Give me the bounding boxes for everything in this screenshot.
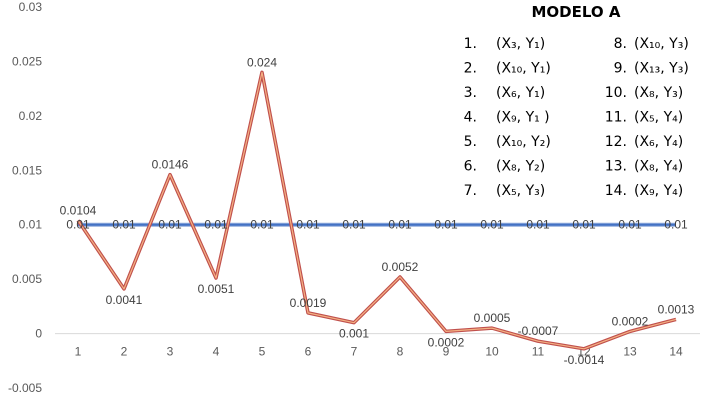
- series-1-data-label: 0.0019: [290, 296, 327, 310]
- series-1-data-label: -0.0014: [564, 353, 605, 367]
- legend-item-number: 14.: [605, 183, 627, 199]
- x-tick-label: 14: [669, 345, 683, 359]
- series-2-data-label: 0.01: [66, 218, 90, 232]
- series-2-data-label: 0.01: [480, 218, 504, 232]
- legend-item-number: 3.: [464, 85, 477, 101]
- legend-item-number: 13.: [605, 159, 627, 175]
- x-tick-label: 4: [213, 345, 220, 359]
- legend-item-label: (X₆, Y₄): [634, 134, 683, 150]
- series-1-data-label: 0.0013: [658, 302, 695, 316]
- y-tick-label: 0.02: [19, 109, 43, 123]
- series-2-data-label: 0.01: [204, 218, 228, 232]
- x-tick-label: 6: [305, 345, 312, 359]
- series-1-data-label: 0.0146: [152, 158, 189, 172]
- legend-item-label: (X₈, Y₂): [496, 159, 545, 175]
- series-1-line-outline: [76, 70, 677, 351]
- x-tick-label: 11: [532, 345, 545, 359]
- legend-item-number: 11.: [605, 110, 627, 126]
- legend-item-label: (X₈, Y₄): [634, 159, 683, 175]
- series-layer: [76, 70, 677, 351]
- legend-item-label: (X₁₃, Y₃): [634, 61, 689, 77]
- x-tick-label: 5: [259, 345, 266, 359]
- legend-title: MODELO A: [532, 3, 621, 21]
- series-2-data-label: 0.01: [296, 218, 320, 232]
- legend-item-label: (X₁₀, Y₃): [634, 36, 689, 52]
- x-tick-label: 1: [75, 345, 82, 359]
- legend-item-number: 5.: [464, 134, 477, 150]
- series-2-data-label: 0.01: [572, 218, 596, 232]
- x-axis: 1 2 3 4 5 6 7 8 9 10 11 12 13 14: [55, 333, 700, 359]
- x-tick-label: 3: [167, 345, 174, 359]
- legend-item-label: (X₈, Y₃): [634, 85, 683, 101]
- series-2-data-label: 0.01: [434, 218, 458, 232]
- y-tick-label: 0: [35, 327, 42, 341]
- legend-item-number: 9.: [614, 61, 627, 77]
- data-labels-layer: 0.01 0.01 0.01 0.01 0.01 0.01 0.01 0.01 0.01 0.01…: [60, 55, 695, 366]
- x-tick-label: 7: [351, 345, 358, 359]
- x-tick-label: 2: [121, 345, 128, 359]
- legend-item-label: (X₅, Y₄): [634, 110, 683, 126]
- y-tick-label: 0.025: [12, 54, 42, 68]
- x-tick-label: 13: [623, 345, 637, 359]
- series-2-data-label: 0.01: [618, 218, 642, 232]
- legend-item-number: 7.: [464, 183, 477, 199]
- series-2-data-label: 0.01: [158, 218, 182, 232]
- y-tick-label: 0.03: [19, 0, 43, 14]
- y-axis-tick-labels: 0.03 0.025 0.02 0.015 0.01 0.005 0 -0.005: [8, 0, 42, 395]
- series-1-data-label: 0.0051: [198, 282, 235, 296]
- legend-item-label: (X₉, Y₁ ): [496, 110, 550, 126]
- series-2-data-label: 0.01: [388, 218, 412, 232]
- legend-item-label: (X₁₀, Y₁): [496, 61, 551, 77]
- series-2-data-label: 0.01: [342, 218, 366, 232]
- series-2-data-label: 0.01: [526, 218, 550, 232]
- y-tick-label: 0.005: [12, 272, 42, 286]
- y-tick-label: 0.01: [19, 218, 43, 232]
- legend-item-number: 6.: [464, 159, 477, 175]
- series-1-data-label: 0.0005: [474, 311, 511, 325]
- legend-item-number: 4.: [464, 110, 477, 126]
- legend-item-number: 12.: [605, 134, 627, 150]
- series-2-data-label: 0.01: [664, 218, 688, 232]
- x-tick-label: 8: [397, 345, 404, 359]
- legend-item-label: (X₆, Y₁): [496, 85, 545, 101]
- x-tick-label: 9: [443, 345, 450, 359]
- series-1-data-label: 0.0052: [382, 260, 419, 274]
- legend-item-label: (X₁₀, Y₂): [496, 134, 551, 150]
- series-1-data-label: 0.0002: [428, 335, 465, 349]
- series-1-data-label: 0.024: [247, 55, 277, 69]
- y-tick-label: 0.015: [12, 163, 42, 177]
- series-1-data-label: 0.0104: [60, 203, 97, 217]
- series-1-data-label: -0.0007: [518, 324, 559, 338]
- series-1-line: [77, 71, 677, 350]
- legend-item-number: 2.: [464, 61, 477, 77]
- series-2-data-label: 0.01: [250, 218, 274, 232]
- legend-item-label: (X₉, Y₄): [634, 183, 683, 199]
- series-1-data-label: 0.0041: [106, 293, 143, 307]
- series-1-data-label: 0.001: [339, 327, 369, 341]
- legend-item-label: (X₅, Y₃): [496, 183, 545, 199]
- legend-item-number: 10.: [605, 85, 627, 101]
- y-tick-label: -0.005: [8, 381, 42, 395]
- legend-item-number: 8.: [614, 36, 627, 52]
- series-1-data-label: 0.0002: [612, 314, 649, 328]
- series-2-data-label: 0.01: [112, 218, 136, 232]
- legend-box: MODELO A 1. (X₃, Y₁) 2. (X₁₀, Y₁) 3. (X₆, Y₁)…: [464, 3, 689, 199]
- legend-item-number: 1.: [464, 36, 477, 52]
- x-tick-label: 10: [485, 345, 499, 359]
- legend-item-label: (X₃, Y₁): [496, 36, 545, 52]
